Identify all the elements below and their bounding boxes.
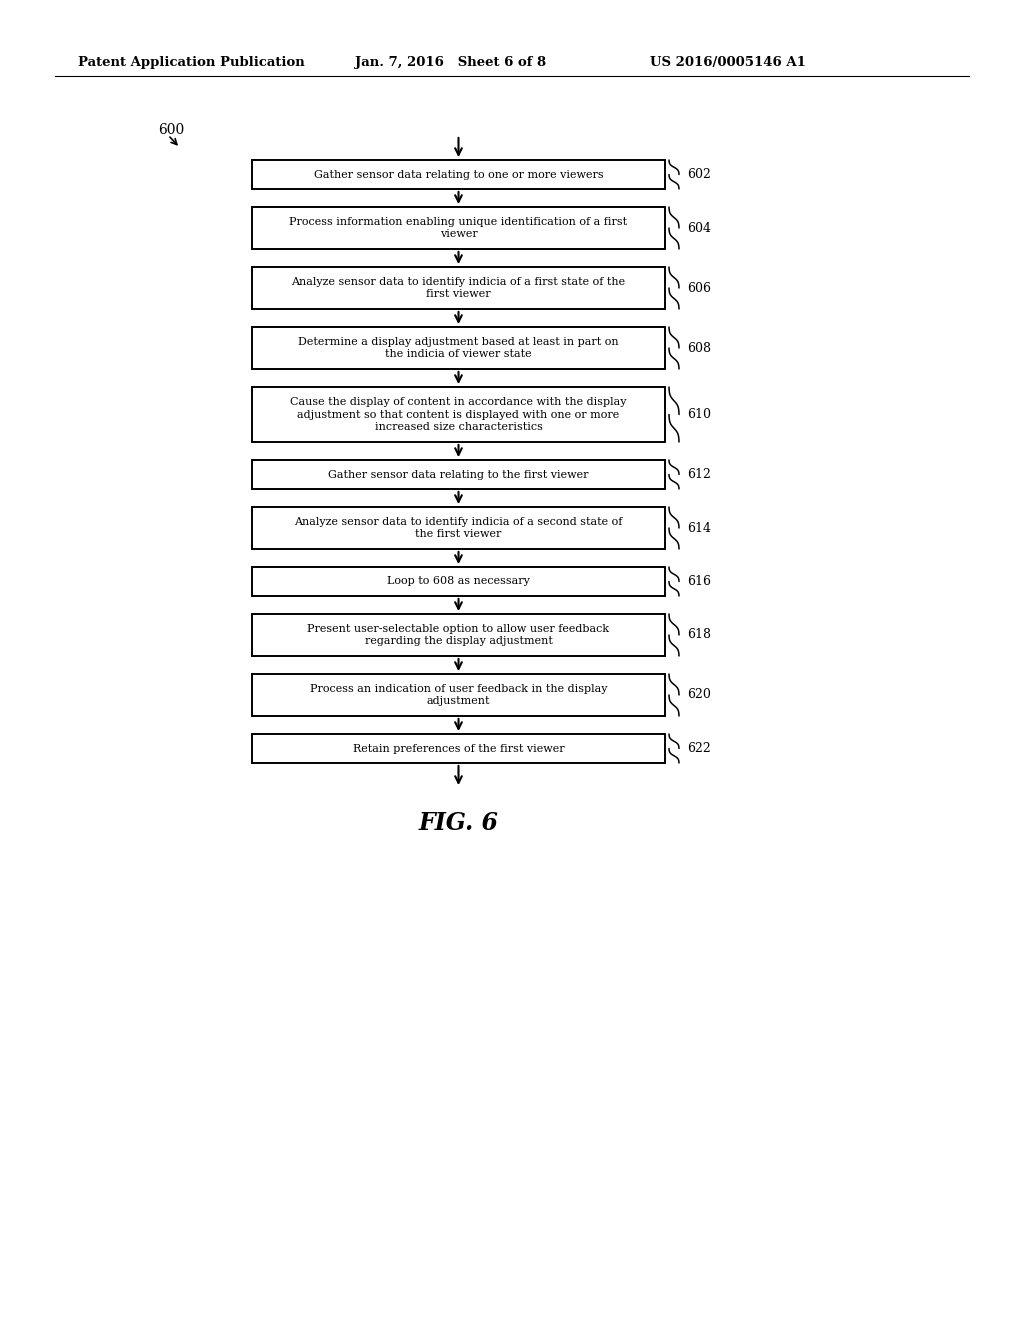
Text: 608: 608 [687,342,711,355]
Bar [252,327,665,370]
Text: Analyze sensor data to identify indicia of a first state of the
first viewer: Analyze sensor data to identify indicia … [292,277,626,300]
Text: Loop to 608 as necessary: Loop to 608 as necessary [387,577,530,586]
Text: 618: 618 [687,628,711,642]
Text: 606: 606 [687,281,711,294]
Bar [252,734,665,763]
Text: Gather sensor data relating to the first viewer: Gather sensor data relating to the first… [329,470,589,479]
Text: Process information enabling unique identification of a first
viewer: Process information enabling unique iden… [290,216,628,239]
Text: US 2016/0005146 A1: US 2016/0005146 A1 [650,55,806,69]
Text: Retain preferences of the first viewer: Retain preferences of the first viewer [352,743,564,754]
Text: 622: 622 [687,742,711,755]
Text: Analyze sensor data to identify indicia of a second state of
the first viewer: Analyze sensor data to identify indicia … [294,517,623,539]
Bar [252,459,665,488]
Text: Process an indication of user feedback in the display
adjustment: Process an indication of user feedback i… [309,684,607,706]
Bar [252,507,665,549]
Text: 602: 602 [687,168,711,181]
Text: Gather sensor data relating to one or more viewers: Gather sensor data relating to one or mo… [313,169,603,180]
Text: Patent Application Publication: Patent Application Publication [78,55,305,69]
Text: Jan. 7, 2016   Sheet 6 of 8: Jan. 7, 2016 Sheet 6 of 8 [355,55,546,69]
Bar [252,387,665,442]
Text: Present user-selectable option to allow user feedback
regarding the display adju: Present user-selectable option to allow … [307,624,609,647]
Bar [252,267,665,309]
Text: 614: 614 [687,521,711,535]
Bar [252,568,665,597]
Bar [252,207,665,249]
Text: Determine a display adjustment based at least in part on
the indicia of viewer s: Determine a display adjustment based at … [298,337,618,359]
Text: 612: 612 [687,469,711,480]
Bar [252,675,665,715]
Bar [252,614,665,656]
Text: FIG. 6: FIG. 6 [419,810,499,836]
Text: 600: 600 [158,123,184,137]
Text: 620: 620 [687,689,711,701]
Text: 604: 604 [687,222,711,235]
Text: 610: 610 [687,408,711,421]
Text: Cause the display of content in accordance with the display
adjustment so that c: Cause the display of content in accordan… [290,397,627,432]
Text: 616: 616 [687,576,711,587]
Bar [252,160,665,189]
